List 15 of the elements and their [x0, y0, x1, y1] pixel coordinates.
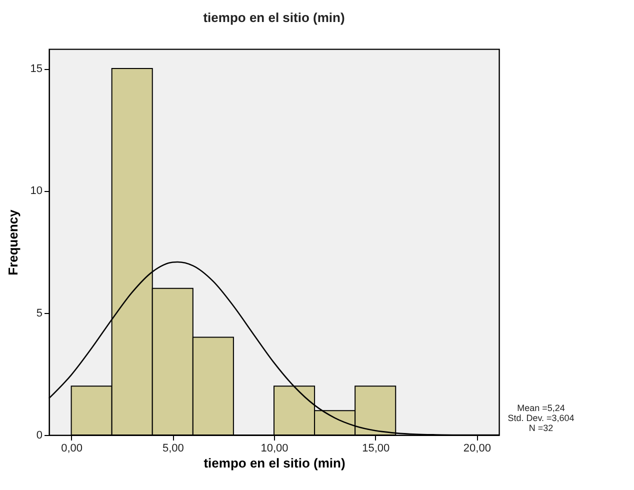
text: Mean =5,24 [517, 403, 565, 413]
text: N =32 [528, 423, 554, 433]
y-tick-label: 10 [30, 185, 42, 198]
y-axis-title: Frequency [5, 208, 20, 276]
x-axis-title: tiempo en el sitio (min) [204, 456, 346, 470]
x-tick-label: 20,00 [463, 442, 491, 454]
x-tick-label: 10,00 [260, 442, 288, 454]
x-tick-label: 15,00 [362, 442, 390, 454]
y-tick-label: 15 [30, 63, 42, 76]
x-tick-label: 5,00 [162, 442, 184, 454]
chart-title: tiempo en el sitio (min) [203, 10, 345, 25]
x-tick-label: 0,00 [61, 442, 83, 454]
y-tick-label: 5 [36, 307, 42, 320]
text: Std. Dev. =3,604 [508, 413, 574, 423]
y-tick-label: 0 [36, 430, 42, 442]
